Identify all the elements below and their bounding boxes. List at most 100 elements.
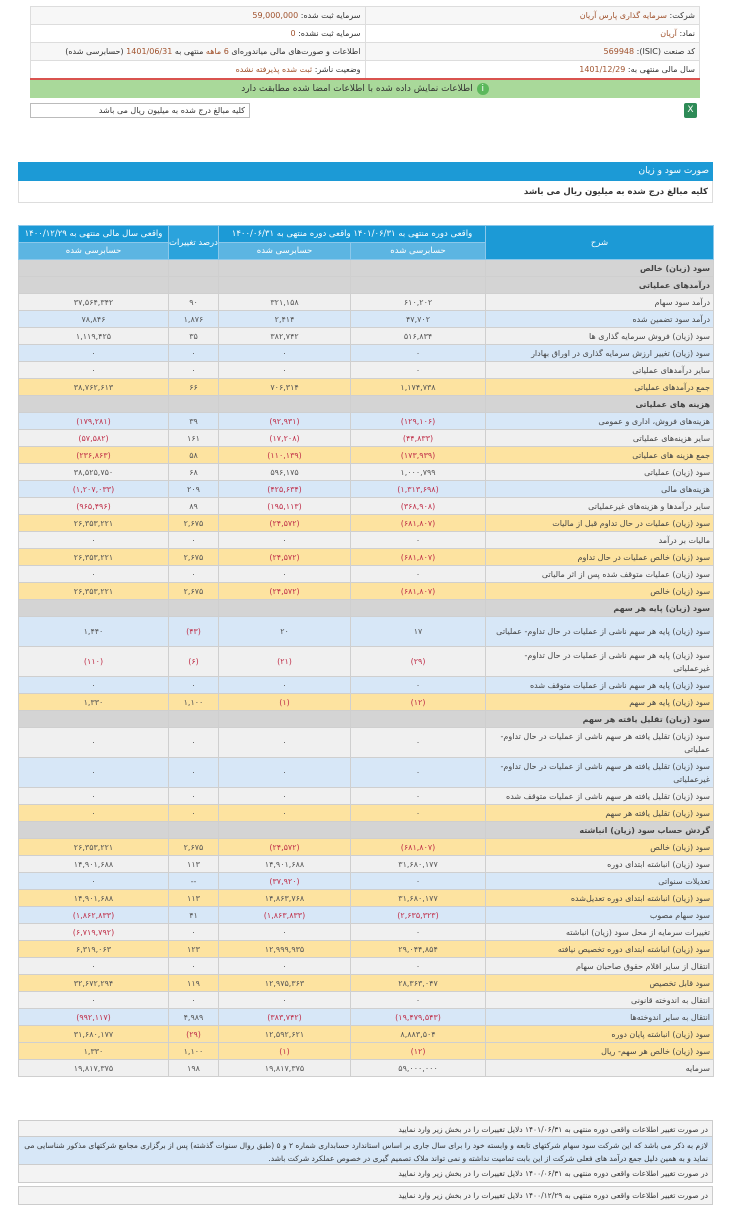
row-label: سود (زیان) فروش سرمایه گذاری ها <box>485 327 715 345</box>
value-1400-12: (۶,۷۱۹,۷۹۲) <box>18 923 169 941</box>
unregistered-label: سرمایه ثبت نشده: <box>298 29 361 38</box>
change-percent: ۰ <box>168 361 219 379</box>
value-1401: ۰ <box>350 991 487 1009</box>
change-percent: ۱۶۱ <box>168 429 219 447</box>
table-row: سود (زیان) خالص (۶۸۱,۸۰۷) (۲۴,۵۷۲) ۲,۶۷۵ ۲۶,… <box>18 582 715 600</box>
table-row: سود (زیان) تقلیل یافته هر سهم ناشی از عم… <box>18 727 715 758</box>
value-1401: ۶۱۰,۲۰۲ <box>350 293 487 311</box>
header-period: واقعی دوره منتهی به ۱۴۰۱/۰۶/۳۱ واقعی دور… <box>217 225 487 243</box>
row-label: سود (زیان) خالص <box>485 259 715 277</box>
footnote: در صورت تغییر اطلاعات واقعی دوره منتهی ب… <box>18 1164 713 1183</box>
change-percent: ۰ <box>168 676 219 694</box>
row-label: سود (زیان) انباشته ابتدای دوره <box>485 855 715 873</box>
row-label: سود (زیان) خالص <box>485 582 715 600</box>
row-label: سود (زیان) پایه هر سهم ناشی از عملیات مت… <box>485 676 715 694</box>
excel-export-icon[interactable]: X <box>684 103 697 118</box>
value-1401: (۶۸۱,۸۰۷) <box>350 838 487 856</box>
section-subtitle: کلیه مبالغ درج شده به میلیون ریال می باش… <box>18 181 713 203</box>
value-1400-06: ۰ <box>217 361 352 379</box>
value-1400-06: ۵۹۶,۱۷۵ <box>217 463 352 481</box>
table-row: جمع درآمدهای عملیاتی ۱,۱۷۴,۷۳۸ ۷۰۶,۳۱۴ ۶۶ ۳۸… <box>18 378 715 396</box>
company-info: شرکت: سرمایه گذاری پارس آریان سرمایه ثبت … <box>30 6 700 80</box>
value-1400-12: (۱,۲۰۷,۰۳۳) <box>18 480 169 498</box>
row-label: سایر هزینه‌های عملیاتی <box>485 429 715 447</box>
value-1400-12: ۱۹,۸۱۷,۳۷۵ <box>18 1059 169 1077</box>
value-1401: ۰ <box>350 565 487 583</box>
value-1400-06: (۲۱) <box>217 646 352 677</box>
value-1400-12: (۱۷۹,۲۸۱) <box>18 412 169 430</box>
value-1400-06: ۰ <box>217 727 352 758</box>
table-row: سود قابل تخصیص ۲۸,۳۶۳,۰۴۷ ۱۲,۹۷۵,۳۶۳ ۱۱۹ ۳۲,… <box>18 974 715 992</box>
header-pct: درصد تغییرات <box>168 225 219 260</box>
value-1400-06: (۱) <box>217 693 352 711</box>
table-row: سود (زیان) عملیاتی ۱,۰۰۰,۷۹۹ ۵۹۶,۱۷۵ ۶۸ ۳۸,۵… <box>18 463 715 481</box>
value-1400-12: ۲۶,۳۵۳,۲۲۱ <box>18 514 169 532</box>
change-percent: ۳۵ <box>168 327 219 345</box>
value-1400-12 <box>18 276 169 294</box>
value-1401: ۲۹,۰۴۴,۸۵۴ <box>350 940 487 958</box>
table-row: سود (زیان) انباشته ابتدای دوره تعدیل‌شده… <box>18 889 715 907</box>
value-1400-12: ۱۴,۹۰۱,۶۸۸ <box>18 889 169 907</box>
publisher-label: وضعیت ناشر: <box>314 65 361 74</box>
row-label: انتقال به سایر اندوخته‌ها <box>485 1008 715 1026</box>
row-label: درآمد سود تضمین شده <box>485 310 715 328</box>
value-1400-06: ۱۹,۸۱۷,۳۷۵ <box>217 1059 352 1077</box>
value-1400-06: ۰ <box>217 787 352 805</box>
change-percent <box>168 710 219 728</box>
change-percent: ۱,۱۰۰ <box>168 693 219 711</box>
row-label: سود (زیان) پایه هر سهم ناشی از عملیات در… <box>485 646 715 677</box>
change-percent: ۹۰ <box>168 293 219 311</box>
row-label: هزینه‌های فروش، اداری و عمومی <box>485 412 715 430</box>
table-row: سود سهام مصوب (۲,۶۳۵,۳۲۳) (۱,۸۶۳,۸۳۳) ۴۱ (۱,… <box>18 906 715 924</box>
value-1401: (۲,۶۳۵,۳۲۳) <box>350 906 487 924</box>
value-1400-12: (۵۷,۵۸۲) <box>18 429 169 447</box>
value-1400-12: ۰ <box>18 787 169 805</box>
value-1401: (۳۶۸,۹۰۸) <box>350 497 487 515</box>
value-1400-12: ۶,۳۱۹,۰۶۳ <box>18 940 169 958</box>
table-row: سود (زیان) انباشته پایان دوره ۸,۸۸۳,۵۰۴ ۱۲… <box>18 1025 715 1043</box>
row-label: جمع درآمدهای عملیاتی <box>485 378 715 396</box>
value-1400-12: ۱,۴۴۰ <box>18 616 169 647</box>
verification-banner: iاطلاعات نمایش داده شده با اطلاعات امضا … <box>30 78 700 98</box>
value-1400-06: ۱۴,۸۶۳,۷۶۸ <box>217 889 352 907</box>
value-1400-12: ۲۶,۳۵۳,۲۲۱ <box>18 838 169 856</box>
change-percent: ۰ <box>168 531 219 549</box>
value-1401: ۵۹,۰۰۰,۰۰۰ <box>350 1059 487 1077</box>
value-1400-06: ۰ <box>217 676 352 694</box>
isic-label: کد صنعت (ISIC): <box>636 47 695 56</box>
table-row: سود (زیان) پایه هر سهم (۱۲) (۱) ۱,۱۰۰ ۱,۳۳۰ <box>18 693 715 711</box>
value-1400-12: ۳۲,۶۷۲,۲۹۴ <box>18 974 169 992</box>
table-row: سود (زیان) عملیات متوقف شده پس از اثر ما… <box>18 565 715 583</box>
banner-text: اطلاعات نمایش داده شده با اطلاعات امضا ش… <box>241 84 473 94</box>
row-label: سود (زیان) پایه هر سهم <box>485 693 715 711</box>
audited-c4: حسابرسی شده <box>18 242 169 260</box>
change-percent: ۲,۶۷۵ <box>168 548 219 566</box>
table-row: سود (زیان) انباشته ابتدای دوره ۳۱,۶۸۰,۱۷۷… <box>18 855 715 873</box>
value-1400-12: ۰ <box>18 872 169 890</box>
value-1400-12: (۹۹۲,۱۱۷) <box>18 1008 169 1026</box>
value-1401: (۴۴,۸۳۳) <box>350 429 487 447</box>
table-row: سود (زیان) تقلیل یافته هر سهم ناشی از عم… <box>18 757 715 788</box>
row-label: سود (زیان) پایه هر سهم ناشی از عملیات در… <box>485 616 715 647</box>
row-label: جمع هزینه های عملیاتی <box>485 446 715 464</box>
change-percent <box>168 276 219 294</box>
value-1400-06: ۰ <box>217 991 352 1009</box>
row-label: درآمدهای عملیاتی <box>485 276 715 294</box>
row-label: گردش حساب سود (زیان) انباشته <box>485 821 715 839</box>
table-row: سود (زیان) پایه هر سهم ناشی از عملیات در… <box>18 646 715 677</box>
change-percent: ۵۸ <box>168 446 219 464</box>
symbol-value[interactable]: آریان <box>660 29 677 38</box>
row-label: تغییرات سرمایه از محل سود (زیان) انباشته <box>485 923 715 941</box>
value-1400-06 <box>217 259 352 277</box>
footnote: در صورت تغییر اطلاعات واقعی دوره منتهی ب… <box>18 1186 713 1205</box>
value-1401: (۱,۳۱۳,۶۹۸) <box>350 480 487 498</box>
row-label: سایر درآمدها و هزینه‌های غیرعملیاتی <box>485 497 715 515</box>
table-row: سایر درآمدهای عملیاتی ۰ ۰ ۰ ۰ <box>18 361 715 379</box>
table-row: تغییرات سرمایه از محل سود (زیان) انباشته… <box>18 923 715 941</box>
value-1400-12: ۰ <box>18 727 169 758</box>
symbol-label: نماد: <box>679 29 695 38</box>
value-1400-06: ۱۲,۵۹۲,۶۲۱ <box>217 1025 352 1043</box>
value-1400-06: ۰ <box>217 344 352 362</box>
change-percent: (۴۳) <box>168 616 219 647</box>
value-1401: ۰ <box>350 872 487 890</box>
